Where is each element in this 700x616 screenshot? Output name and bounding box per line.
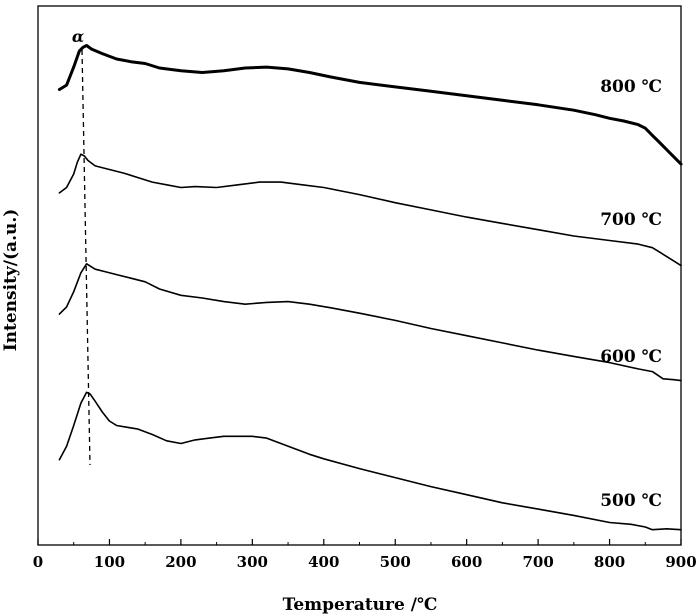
x-tick-label: 400: [308, 553, 339, 571]
series-line: [58, 153, 682, 267]
series-line: [58, 391, 682, 531]
series-label: 600 ℃: [600, 347, 662, 367]
alpha-label: α: [72, 27, 84, 46]
x-axis-ticks: 0 100 200 300 400 500 600 700 800 900: [33, 539, 697, 571]
series-line: [57, 44, 683, 166]
series-label: 700 ℃: [600, 210, 662, 230]
x-tick-label: 0: [33, 553, 43, 571]
series-layer: 800 ℃ 700 ℃ 600 ℃ 500 ℃: [57, 44, 683, 531]
x-tick-label: 500: [380, 553, 411, 571]
x-tick-label: 100: [94, 553, 125, 571]
series-label: 800 ℃: [600, 77, 662, 97]
series-label: 500 ℃: [600, 491, 662, 511]
x-tick-label: 700: [522, 553, 553, 571]
x-tick-label: 900: [665, 553, 696, 571]
x-tick-label: 600: [451, 553, 482, 571]
plot-frame: [37, 5, 682, 546]
x-tick-label: 800: [594, 553, 625, 571]
y-axis-title: Intensity/(a.u.): [1, 209, 21, 352]
alpha-dashed-line: [81, 49, 91, 466]
series-line: [58, 262, 682, 382]
x-tick-label: 200: [165, 553, 196, 571]
plot-border: [37, 5, 682, 546]
x-axis-title: Temperature /℃: [283, 595, 438, 615]
annotation-layer: α: [72, 27, 91, 466]
x-tick-label: 300: [237, 553, 268, 571]
